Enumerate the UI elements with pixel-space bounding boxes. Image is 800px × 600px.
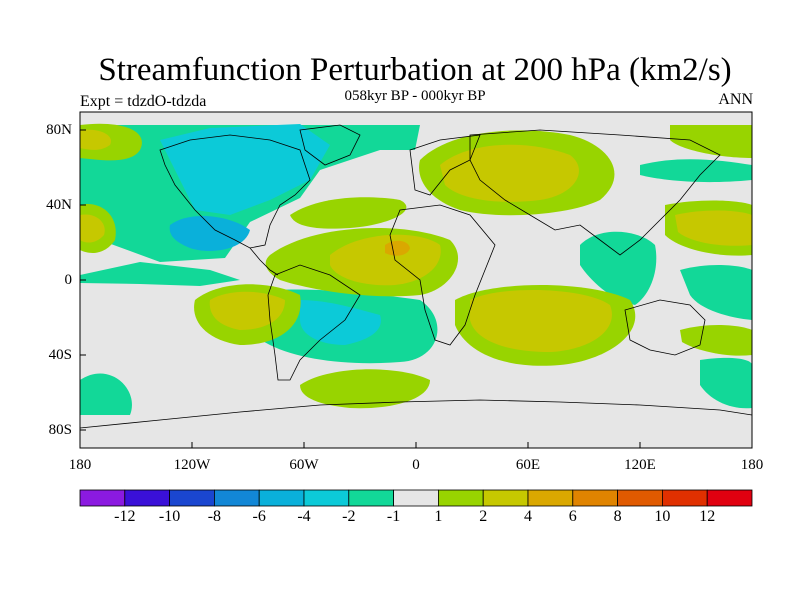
colorbar-label: 8 bbox=[613, 508, 622, 525]
contour-pos-southern-ocean bbox=[300, 369, 430, 409]
lat-label-80s: 80S bbox=[48, 422, 72, 438]
colorbar-swatch bbox=[662, 489, 708, 507]
colorbar-label: -4 bbox=[297, 508, 311, 525]
coastline-south-america bbox=[267, 264, 361, 381]
colorbar-swatch bbox=[437, 489, 484, 507]
colorbar-label: -12 bbox=[114, 508, 136, 525]
colorbar-swatch bbox=[303, 489, 350, 507]
lon-label-60w: 60W bbox=[289, 457, 319, 473]
contour-neg-north-pacific bbox=[80, 262, 240, 286]
colorbar-swatch bbox=[169, 489, 215, 507]
colorbar-swatch bbox=[527, 489, 574, 507]
lat-label-40n: 40N bbox=[46, 197, 72, 213]
colorbar-label: 10 bbox=[654, 508, 671, 525]
experiment-label: Expt = tdzdO-tdzda bbox=[80, 93, 207, 110]
coastline-north-america bbox=[159, 134, 311, 249]
contour-pos-south-indian-core bbox=[470, 289, 612, 352]
lon-ticks bbox=[79, 442, 753, 448]
lon-label-60e: 60E bbox=[515, 457, 541, 473]
contour-neg-arctic-canada bbox=[160, 124, 330, 215]
colorbar-swatch bbox=[617, 489, 663, 507]
contour-neg-west-pacific bbox=[680, 265, 752, 320]
contour-field bbox=[80, 112, 752, 448]
contour-neg-north-pacific-east bbox=[640, 159, 752, 183]
colorbar-swatch bbox=[258, 489, 305, 507]
contour-neg-south-atlantic-core bbox=[300, 300, 381, 345]
colorbar-label: 2 bbox=[479, 508, 488, 525]
lon-label-180e: 180 bbox=[740, 457, 764, 473]
colorbar-label: -2 bbox=[342, 508, 356, 525]
contour-neg-north-america-core bbox=[169, 215, 250, 251]
coastline-asia bbox=[469, 129, 721, 256]
coastline-africa bbox=[389, 204, 496, 346]
colorbar-swatch bbox=[79, 489, 126, 507]
plot-subtitle: 058kyr BP - 000kyr BP bbox=[344, 88, 486, 104]
colorbar-label: -6 bbox=[252, 508, 266, 525]
contour-pos-south-pacific-core bbox=[209, 291, 285, 330]
season-label: ANN bbox=[718, 91, 753, 108]
coastlines bbox=[80, 124, 752, 429]
lon-label-0: 0 bbox=[412, 457, 420, 473]
colorbar-label: -1 bbox=[386, 508, 401, 525]
contour-neg-southern-ocean bbox=[80, 373, 132, 415]
contour-pos-arctic-west-core bbox=[80, 129, 111, 150]
colorbar-label: 1 bbox=[434, 508, 443, 525]
coastline-europe bbox=[409, 134, 481, 196]
contour-pos-arctic-east bbox=[670, 125, 752, 158]
contour-pos-north-atlantic bbox=[290, 197, 407, 229]
contour-pos-tropical-atlantic-max bbox=[385, 240, 410, 256]
contour-neg-south-pacific bbox=[700, 357, 752, 409]
colorbar-label: 6 bbox=[568, 508, 577, 525]
lon-label-120e: 120E bbox=[624, 457, 656, 473]
colorbar-label: -10 bbox=[158, 508, 181, 525]
colorbar-label: 12 bbox=[699, 508, 716, 525]
contour-pos-north-pacific-west-core bbox=[675, 210, 752, 246]
coastline-greenland bbox=[299, 124, 361, 166]
colorbar-swatch bbox=[348, 489, 394, 507]
colorbar-swatch bbox=[124, 489, 171, 507]
coastline-antarctica bbox=[80, 399, 752, 429]
colorbar-label: 4 bbox=[524, 508, 532, 525]
plot-title: Streamfunction Perturbation at 200 hPa (… bbox=[98, 52, 732, 88]
contour-pos-south-pacific-east bbox=[680, 325, 752, 356]
colorbar-swatch bbox=[706, 489, 753, 507]
colorbar-label: -8 bbox=[207, 508, 222, 525]
lon-label-180w: 180 bbox=[68, 457, 92, 473]
colorbar-swatch bbox=[572, 489, 618, 507]
colorbar-swatch bbox=[482, 489, 529, 507]
contour-pos-tropical-atlantic-core bbox=[330, 234, 441, 286]
contour-pos-eurasia-core bbox=[440, 144, 579, 202]
contour-pos-east-pacific-core bbox=[80, 214, 105, 243]
contour-neg-indonesia bbox=[580, 231, 657, 305]
colorbar-swatch bbox=[393, 489, 439, 507]
lon-label-120w: 120W bbox=[173, 457, 211, 473]
colorbar-swatch bbox=[213, 489, 260, 507]
lat-ticks bbox=[80, 129, 86, 431]
lat-label-80n: 80N bbox=[46, 122, 72, 138]
lat-label-40s: 40S bbox=[48, 347, 72, 363]
coastline-australia bbox=[624, 299, 706, 356]
lat-label-0: 0 bbox=[64, 272, 73, 288]
coastline-central-america bbox=[249, 247, 279, 276]
colorbar bbox=[79, 489, 753, 507]
